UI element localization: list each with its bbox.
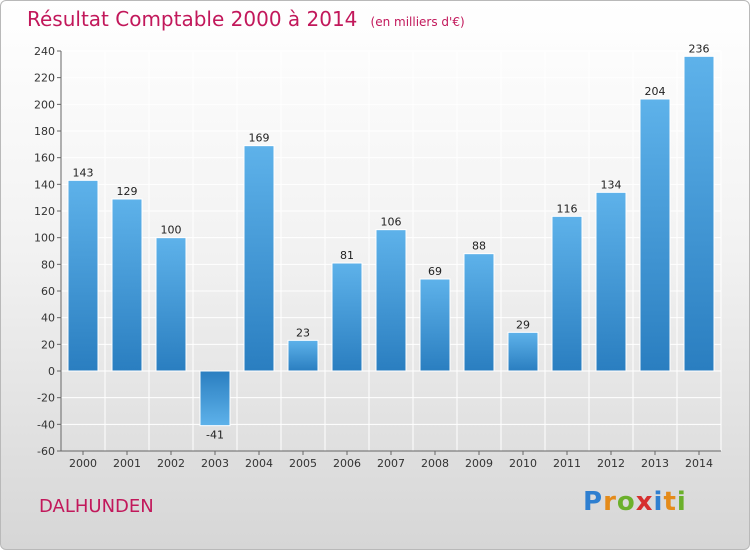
y-tick-label: -40 <box>37 418 55 431</box>
value-label-2000: 143 <box>73 166 94 179</box>
label-layer: 143 129 100 -41 169 23 81 106 69 88 29 116 134 204 236 <box>73 42 710 441</box>
bar-2004 <box>243 145 275 372</box>
value-label-2008: 69 <box>428 265 442 278</box>
value-label-2004: 169 <box>249 132 270 145</box>
bar-2009 <box>463 253 495 372</box>
value-label-2009: 88 <box>472 240 486 253</box>
value-label-2014: 236 <box>689 42 710 55</box>
axis-layer: -60 -40 -20 0 20 40 60 80 100 120 140 160 180 200 220 2… <box>34 45 721 470</box>
y-tick-label: 80 <box>41 258 55 271</box>
value-label-2010: 29 <box>516 318 530 331</box>
value-label-2001: 129 <box>117 185 138 198</box>
y-tick-label: 240 <box>34 45 55 58</box>
y-tick-label: 200 <box>34 98 55 111</box>
x-tick-label-2014: 2014 <box>685 457 713 470</box>
x-tick-label-2001: 2001 <box>113 457 141 470</box>
y-tick-label: 120 <box>34 205 55 218</box>
y-tick-label: -60 <box>37 445 55 458</box>
x-tick-label-2004: 2004 <box>245 457 273 470</box>
x-tick-label-2003: 2003 <box>201 457 229 470</box>
bar-2001 <box>111 198 143 372</box>
bar-2013 <box>639 98 671 372</box>
x-tick-label-2007: 2007 <box>377 457 405 470</box>
commune-name: DALHUNDEN <box>39 496 154 517</box>
value-label-2002: 100 <box>161 224 182 237</box>
logo-letter: i <box>653 487 664 517</box>
bar-2003 <box>199 370 231 427</box>
logo-letter: t <box>663 487 677 517</box>
value-label-2012: 134 <box>601 178 622 191</box>
y-tick-label: 20 <box>41 338 55 351</box>
logo-letter: i <box>676 487 687 517</box>
y-tick-label: 100 <box>34 232 55 245</box>
y-tick-label: 140 <box>34 178 55 191</box>
value-label-2007: 106 <box>381 216 402 229</box>
logo-letter: x <box>635 487 654 517</box>
x-tick-label-2009: 2009 <box>465 457 493 470</box>
y-tick-label: 160 <box>34 152 55 165</box>
x-tick-label-2002: 2002 <box>157 457 185 470</box>
chart-subtitle: (en milliers d'€) <box>370 15 465 29</box>
bar-2005 <box>287 339 319 372</box>
value-label-2011: 116 <box>557 202 578 215</box>
y-tick-label: -20 <box>37 392 55 405</box>
x-tick-label-2005: 2005 <box>289 457 317 470</box>
bar-2002 <box>155 237 187 372</box>
value-label-2006: 81 <box>340 249 354 262</box>
logo-letter: o <box>616 487 636 517</box>
bar-2011 <box>551 215 583 372</box>
chart-title: Résultat Comptable 2000 à 2014 <box>27 7 358 31</box>
y-tick-label: 180 <box>34 125 55 138</box>
bar-2012 <box>595 191 627 372</box>
bar-2014 <box>683 55 715 372</box>
bar-2008 <box>419 278 451 372</box>
x-tick-label-2011: 2011 <box>553 457 581 470</box>
value-label-2003: -41 <box>206 429 224 442</box>
x-tick-label-2000: 2000 <box>69 457 97 470</box>
y-tick-label: 60 <box>41 285 55 298</box>
x-tick-label-2013: 2013 <box>641 457 669 470</box>
x-tick-label-2010: 2010 <box>509 457 537 470</box>
bar-layer <box>67 55 715 427</box>
value-label-2005: 23 <box>296 326 310 339</box>
proxiti-logo[interactable]: Proxiti <box>583 487 687 517</box>
y-tick-label: 0 <box>48 365 55 378</box>
logo-letter: r <box>603 487 617 517</box>
x-tick-label-2008: 2008 <box>421 457 449 470</box>
x-tick-label-2006: 2006 <box>333 457 361 470</box>
bar-2006 <box>331 262 363 372</box>
y-tick-label: 40 <box>41 312 55 325</box>
logo-letter: P <box>583 487 604 517</box>
bar-2010 <box>507 331 539 372</box>
bar-2000 <box>67 179 99 372</box>
x-tick-label-2012: 2012 <box>597 457 625 470</box>
value-label-2013: 204 <box>645 85 666 98</box>
bar-2007 <box>375 229 407 372</box>
y-tick-label: 220 <box>34 72 55 85</box>
title-row: Résultat Comptable 2000 à 2014 (en milli… <box>27 7 465 31</box>
